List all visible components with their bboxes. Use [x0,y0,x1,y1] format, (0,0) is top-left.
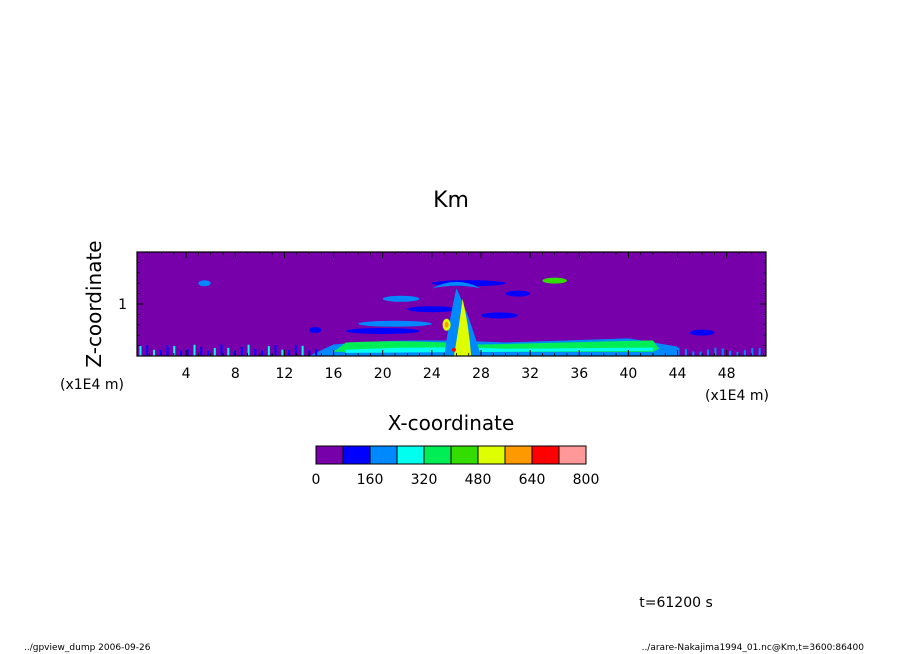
time-annotation: t=61200 s [639,595,713,611]
x-tick-label: 40 [619,366,637,382]
surface-eddy [714,347,717,356]
colorbar-tick-label: 160 [357,472,384,488]
surface-eddy [743,350,746,356]
colorbar-swatch [477,445,506,465]
surface-eddy [677,347,680,356]
boundary-layer-inner [345,347,653,353]
y-axis-unit: (x1E4 m) [60,377,124,393]
surface-eddy [315,349,318,356]
x-tick-label: 28 [472,366,490,382]
surface-eddy [699,351,702,356]
x-axis-unit: (x1E4 m) [705,388,769,404]
y-tick-label: 1 [118,297,127,313]
surface-eddy [173,345,176,356]
x-axis: 4 8 12 16 20 24 28 32 36 40 44 48 [148,252,764,382]
surface-eddy [751,347,754,356]
surface-eddy [721,348,724,356]
colorbar-tick-label: 0 [312,472,321,488]
colorbar-swatch [315,445,344,465]
surface-eddy [692,351,695,356]
surface-eddy [213,347,216,356]
plume [453,298,472,356]
surface-eddy [267,346,270,356]
plume-core-max [444,321,449,328]
colorbar-swatch [504,445,533,465]
mid-level-band [480,312,518,319]
surface-eddy [247,344,250,356]
surface-eddy [274,345,277,356]
contour-features [139,277,761,356]
x-tick-label: 4 [182,366,191,382]
surface-eddy [200,346,203,356]
mid-level-band [542,277,567,284]
mid-level-band [689,329,715,336]
mid-level-band [358,320,432,327]
surface-eddy [139,345,142,356]
surface-eddy [186,348,189,356]
surface-eddy [707,349,710,356]
colorbar-tick-label: 800 [573,472,600,488]
colorbar-tick-label: 320 [411,472,438,488]
x-tick-label: 24 [423,366,441,382]
surface-eddy [288,349,291,356]
y-axis-label: Z-coordinate [82,240,106,367]
colorbar-swatch [342,445,371,465]
mid-level-band [198,280,211,287]
surface-eddy [166,345,169,356]
colorbar-swatch [531,445,560,465]
colorbar-swatch [450,445,479,465]
surface-eddy [684,349,687,356]
surface-eddy [301,345,304,356]
footer-left: ../gpview_dump 2006-09-26 [24,643,151,653]
colorbar-swatch [396,445,425,465]
surface-eddy [729,350,732,356]
x-tick-label: 16 [325,366,343,382]
mid-level-band [505,290,531,297]
surface-eddy [179,350,182,356]
mid-level-band [382,295,420,302]
x-tick-label: 48 [718,366,736,382]
surface-eddy [220,344,223,356]
y-axis: 1 [118,251,766,347]
x-axis-label: X-coordinate [388,411,515,435]
surface-eddy [281,349,284,356]
surface-eddy [736,351,739,356]
x-tick-label: 36 [570,366,588,382]
colorbar-tick-label: 480 [465,472,492,488]
surface-eddy [193,344,196,356]
x-tick-label: 44 [669,366,687,382]
surface-eddy [146,345,149,356]
surface-eddy [227,347,230,356]
x-tick-label: 20 [374,366,392,382]
surface-eddy [240,347,243,356]
mid-level-band [345,328,420,335]
colorbar-swatch [558,445,587,465]
surface-eddy [758,348,761,356]
mid-level-band [407,306,457,313]
x-tick-label: 32 [521,366,539,382]
x-tick-label: 12 [276,366,294,382]
chart-title: Km [433,188,469,213]
colorbar-swatch [369,445,398,465]
colorbar-tick-label: 640 [519,472,546,488]
x-tick-label: 8 [231,366,240,382]
surface-eddy [159,349,162,356]
colorbar: 0 160 320 480 640 800 [312,445,600,488]
mid-level-band [308,327,322,333]
surface-eddy [261,350,264,356]
surface-eddy [254,348,257,356]
surface-max [451,347,456,352]
surface-eddy [152,349,155,356]
colorbar-swatch [423,445,452,465]
footer-right: ../arare-Nakajima1994_01.nc@Km,t=3600:86… [642,643,865,653]
surface-eddy [207,350,210,356]
plume-top [431,281,481,289]
surface-eddy [294,345,297,356]
